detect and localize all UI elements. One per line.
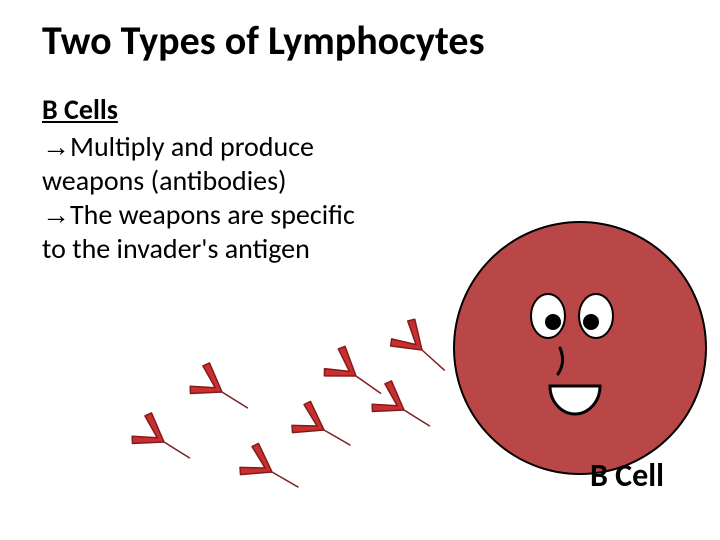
bullet-line-2a: →The weapons are specific: [42, 198, 355, 232]
bcell-body: [454, 222, 706, 474]
slide-title: Two Types of Lymphocytes: [42, 16, 485, 65]
arrow-icon: →: [42, 131, 70, 162]
antibody-icon: [126, 406, 202, 479]
bullet-text-2a: The weapons are specific: [70, 197, 355, 232]
bullet-line-1a: →Multiply and produce: [42, 130, 314, 164]
bcell-label: B Cell: [590, 456, 664, 495]
bcell-graphic: [450, 218, 710, 478]
slide: Two Types of Lymphocytes B Cells →Multip…: [0, 0, 720, 540]
subheading-bcells: B Cells: [42, 92, 118, 127]
antibody-icon: [234, 436, 310, 508]
arrow-icon: →: [42, 199, 70, 230]
bullet-line-2b: to the invader's antigen: [42, 232, 310, 266]
bullet-text-1a: Multiply and produce: [70, 129, 314, 164]
antibody-icon: [286, 394, 362, 466]
antibody-icon: [184, 356, 260, 429]
bullet-line-1b: weapons (antibodies): [42, 164, 287, 198]
